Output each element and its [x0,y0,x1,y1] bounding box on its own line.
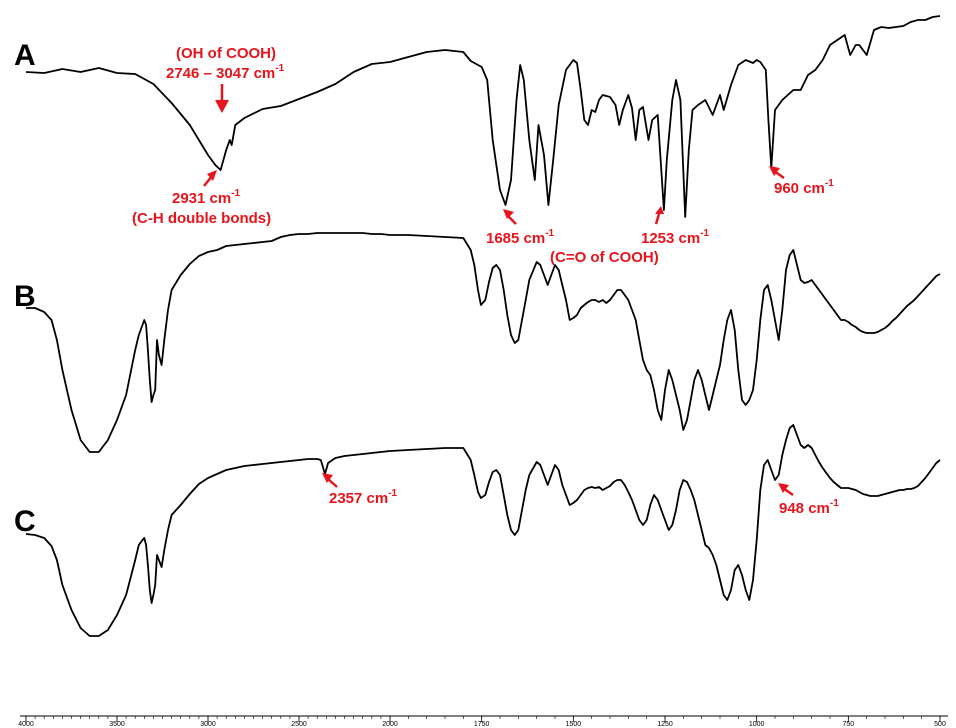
x-axis-ticks: 4000 3500 3000 2500 2000 1750 1500 1250 1000 750 5… [18,716,946,728]
annotation-2357-sup: -1 [388,488,397,499]
annotation-2931-sup: -1 [231,188,240,199]
arrowhead-1685 [503,209,514,219]
x-tick-label: 1750 [474,721,490,728]
annotation-oh-range-text: 2746 – 3047 cm [166,65,275,82]
annotation-1253-text: 1253 cm [641,230,700,247]
annotation-2931: 2931 cm-1 [172,188,241,207]
annotation-960: 960 cm-1 [774,178,834,197]
x-tick-label: 1000 [749,721,765,728]
annotation-1685-text: 1685 cm [486,230,545,247]
annotation-co-cooh: (C=O of COOH) [550,249,659,266]
annotation-2357: 2357 cm-1 [329,488,398,507]
annotation-oh-cooh-label: (OH of COOH) [176,45,276,62]
annotation-948-text: 948 cm [779,500,830,517]
annotation-948: 948 cm-1 [779,498,839,517]
annotation-1253-sup: -1 [700,228,709,239]
spectra-layer [25,15,941,637]
arrowhead-oh-range [215,100,229,113]
annotation-oh-range-sup: -1 [275,63,284,74]
panel-label-b: B [14,280,36,313]
arrow-1685 [507,215,517,225]
x-tick-label: 500 [934,721,946,728]
arrowhead-2931 [207,170,217,181]
annotation-1253: 1253 cm-1 [641,228,710,247]
x-tick-label: 2000 [382,721,398,728]
spectrum-line-b [26,232,941,453]
x-tick-label: 750 [842,721,854,728]
annotation-oh-range: 2746 – 3047 cm-1 [166,63,285,82]
arrowhead-2357 [322,473,333,483]
arrowhead-960 [769,166,780,176]
annotation-948-sup: -1 [830,498,839,509]
arrowhead-948 [778,483,789,493]
annotation-960-text: 960 cm [774,180,825,197]
x-tick-label: 1500 [566,721,582,728]
annotation-2357-text: 2357 cm [329,490,388,507]
x-tick-label: 4000 [18,721,34,728]
annotation-ch-bonds: (C-H double bonds) [132,210,271,227]
spectrum-line-a [25,15,941,218]
panel-label-c: C [14,505,36,538]
arrow-1253 [654,213,661,225]
annotation-2931-text: 2931 cm [172,190,231,207]
x-tick-label: 1250 [657,721,673,728]
annotation-960-sup: -1 [825,178,834,189]
x-tick-label: 3000 [200,721,216,728]
annotation-1685: 1685 cm-1 [486,228,555,247]
annotation-1685-sup: -1 [545,228,554,239]
x-tick-label: 3500 [109,721,125,728]
spectrum-line-c [25,424,941,637]
panel-label-a: A [14,39,36,72]
x-tick-label: 2500 [291,721,307,728]
arrowhead-1253 [655,206,664,214]
